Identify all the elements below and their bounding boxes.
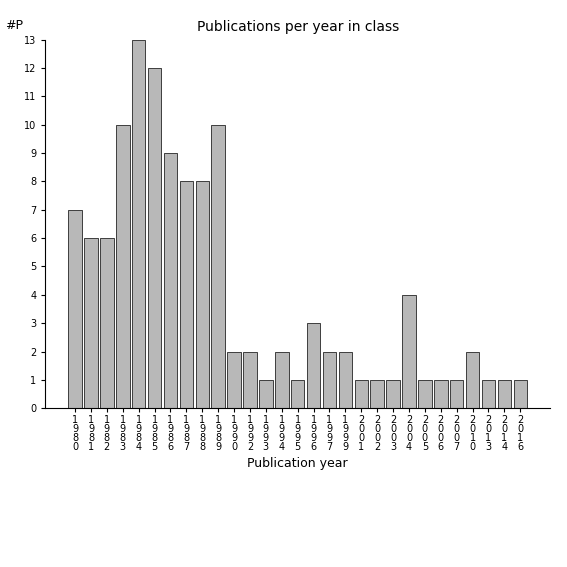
Bar bbox=[370, 380, 384, 408]
Bar bbox=[498, 380, 511, 408]
Bar bbox=[402, 295, 416, 408]
X-axis label: Publication year: Publication year bbox=[247, 457, 348, 470]
Bar bbox=[148, 68, 162, 408]
Bar bbox=[434, 380, 447, 408]
Bar bbox=[68, 210, 82, 408]
Bar bbox=[227, 352, 241, 408]
Text: #P: #P bbox=[5, 19, 23, 32]
Bar bbox=[116, 125, 129, 408]
Bar bbox=[450, 380, 463, 408]
Bar bbox=[196, 181, 209, 408]
Bar bbox=[164, 153, 177, 408]
Bar bbox=[243, 352, 257, 408]
Bar bbox=[132, 40, 145, 408]
Bar bbox=[386, 380, 400, 408]
Bar bbox=[291, 380, 304, 408]
Bar bbox=[466, 352, 479, 408]
Bar bbox=[180, 181, 193, 408]
Bar bbox=[482, 380, 495, 408]
Bar bbox=[323, 352, 336, 408]
Bar bbox=[275, 352, 289, 408]
Bar bbox=[354, 380, 368, 408]
Bar bbox=[211, 125, 225, 408]
Bar bbox=[84, 238, 98, 408]
Bar bbox=[514, 380, 527, 408]
Bar bbox=[100, 238, 113, 408]
Title: Publications per year in class: Publications per year in class bbox=[197, 20, 399, 35]
Bar bbox=[338, 352, 352, 408]
Bar bbox=[259, 380, 273, 408]
Bar bbox=[418, 380, 431, 408]
Bar bbox=[307, 323, 320, 408]
